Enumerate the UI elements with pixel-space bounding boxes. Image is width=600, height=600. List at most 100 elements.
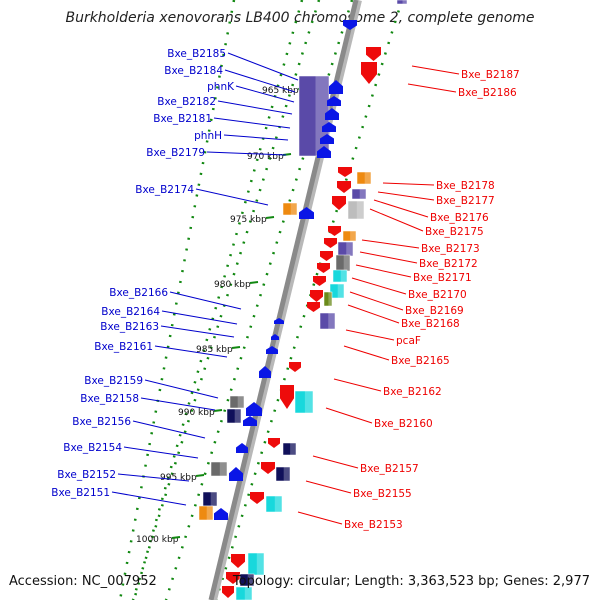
gene-arrow-forward [271, 334, 279, 340]
right-gene-label: Bxe_B2172 [419, 258, 478, 270]
right-gene-label: Bxe_B2170 [408, 289, 467, 301]
scale-tick [249, 281, 259, 284]
right-leader-line [359, 251, 418, 264]
gene-box-shade [304, 391, 313, 413]
gene-box-shade [237, 396, 244, 408]
right-gene-label: pcaF [396, 335, 421, 347]
gene-arrow-forward [243, 416, 257, 426]
scale-label: 965 kbp [262, 86, 299, 96]
gene-arrow-forward [320, 134, 334, 144]
gene-box-shade [290, 203, 297, 215]
gene-arrow-reverse [280, 385, 294, 409]
gene-arrow-reverse [324, 238, 337, 248]
gene-box [235, 586, 253, 600]
gene-arrow-reverse [313, 276, 326, 286]
gene-box [275, 466, 291, 482]
right-gene-label: Bxe_B2187 [461, 69, 520, 81]
scale-tick [195, 474, 205, 477]
left-gene-label: Bxe_B2151 [51, 487, 110, 499]
right-leader-line [347, 304, 400, 324]
left-leader-line [144, 379, 219, 399]
right-leader-line [407, 83, 457, 93]
scale-label: 985 kbp [196, 345, 233, 355]
left-leader-line [217, 100, 293, 115]
gene-arrow-reverse [317, 263, 330, 273]
right-gene-label: Bxe_B2157 [360, 463, 419, 475]
map-title: Burkholderia xenovorans LB400 chromosome… [65, 10, 535, 26]
right-leader-line [343, 345, 390, 361]
gene-arrow-forward [246, 402, 262, 416]
gene-arrow-forward [229, 467, 243, 481]
left-leader-line [213, 117, 291, 129]
gene-box [342, 230, 357, 242]
right-gene-label: Bxe_B2176 [430, 212, 489, 224]
scale-label: 1000 kbp [136, 535, 179, 545]
gene-arrow-forward [325, 108, 339, 120]
gene-box [229, 395, 245, 409]
gene-box [294, 390, 314, 414]
gene-arrow-reverse [261, 462, 275, 474]
left-leader-line [235, 85, 295, 103]
left-gene-label: Bxe_B2174 [135, 184, 194, 196]
gene-arrow-reverse [332, 196, 346, 210]
left-gene-label: Bxe_B2185 [167, 48, 226, 60]
gene-box-shade [290, 443, 296, 455]
gene-arrow-forward [274, 318, 284, 324]
gene-arrow-reverse [222, 586, 234, 598]
gene-arrow-reverse [268, 438, 280, 448]
right-gene-label: Bxe_B2171 [413, 272, 472, 284]
right-leader-line [382, 182, 435, 186]
right-leader-line [355, 264, 412, 278]
gene-arrow-reverse [337, 181, 351, 193]
gene-box-shade [328, 313, 335, 329]
gene-box-shade [364, 172, 371, 184]
scale-label: 995 kbp [160, 473, 197, 483]
left-gene-label: Bxe_B2163 [100, 321, 159, 333]
left-leader-line [111, 491, 187, 506]
left-gene-label: Bxe_B2152 [57, 469, 116, 481]
left-leader-line [169, 291, 242, 310]
gene-box-shade [206, 506, 213, 520]
gene-box-shade [283, 467, 290, 481]
right-gene-label: Bxe_B2186 [458, 87, 517, 99]
left-gene-label: Bxe_B2159 [84, 375, 143, 387]
gene-arrow-forward [236, 443, 248, 453]
gene-box-shade [356, 201, 364, 219]
right-leader-line [369, 208, 424, 232]
left-gene-label: Bxe_B2156 [72, 416, 131, 428]
right-gene-label: Bxe_B2162 [383, 386, 442, 398]
right-gene-label: Bxe_B2165 [391, 355, 450, 367]
gene-arrow-reverse [343, 20, 357, 30]
gene-box-shade [402, 0, 407, 4]
right-gene-label: Bxe_B2169 [405, 305, 464, 317]
gene-box [210, 461, 228, 477]
gene-box [265, 495, 283, 513]
gene-box-shade [256, 553, 264, 575]
gene-box [198, 505, 214, 521]
gene-arrow-reverse [307, 302, 320, 312]
gene-box-shade [244, 587, 252, 600]
gene-arrow-forward [322, 122, 336, 132]
gene-box [239, 573, 255, 587]
gene-box-shade [328, 292, 332, 306]
left-gene-label: Bxe_B2166 [109, 287, 168, 299]
gene-arrow-reverse [310, 290, 323, 302]
gene-arrow-forward [299, 207, 314, 219]
gene-box [356, 171, 372, 185]
left-leader-line [132, 420, 206, 439]
gene-arrow-reverse [250, 492, 264, 504]
scale-label: 970 kbp [247, 152, 284, 162]
gene-box [282, 442, 297, 456]
scale-tick [171, 536, 181, 539]
gene-box-shade [274, 496, 282, 512]
right-leader-line [297, 511, 343, 525]
scale-label: 990 kbp [178, 408, 215, 418]
gene-arrow-reverse [231, 554, 245, 568]
right-leader-line [373, 199, 429, 218]
right-gene-label: Bxe_B2178 [436, 180, 495, 192]
gene-box [226, 408, 242, 424]
left-gene-label: Bxe_B2184 [164, 65, 223, 77]
gene-arrow-reverse [366, 47, 381, 61]
gene-box [351, 188, 367, 200]
